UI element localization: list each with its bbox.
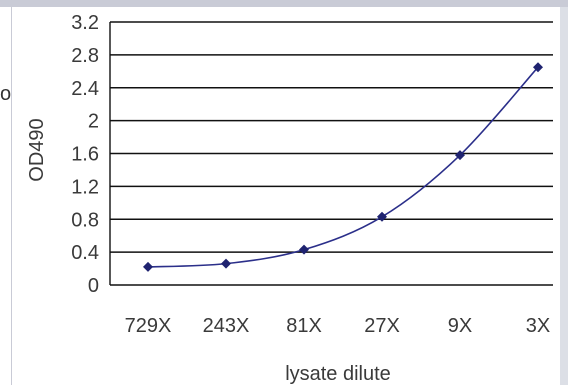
y-tick-label: 2.4	[71, 78, 99, 100]
y-tick-label: 1.6	[71, 144, 99, 166]
y-tick-label: 1.2	[71, 176, 99, 198]
y-tick-label: 0.8	[71, 209, 99, 231]
y-tick-label: 2.8	[71, 45, 99, 67]
y-axis-ticks: 0 0.4 0.8 1.2 1.6 2 2.4 2.8 3.2	[71, 12, 99, 297]
y-tick-label: 0.4	[71, 242, 99, 264]
series-line	[147, 66, 539, 268]
x-tick-label: 729X	[125, 315, 172, 337]
x-axis-ticks: 729X 243X 81X 27X 9X 3X	[125, 315, 551, 337]
data-point	[143, 261, 153, 272]
y-axis-title: OD490	[26, 118, 48, 181]
y-tick-label: 0	[88, 275, 99, 297]
gridlines	[109, 21, 553, 286]
data-point	[377, 211, 387, 222]
series	[143, 62, 543, 272]
x-tick-label: 243X	[203, 315, 250, 337]
x-axis-title: lysate dilute	[285, 363, 391, 385]
data-point	[533, 62, 543, 73]
data-point	[299, 244, 309, 255]
y-tick-label: 3.2	[71, 12, 99, 34]
data-point	[221, 258, 231, 269]
y-tick-label: 2	[88, 111, 99, 133]
data-point	[455, 150, 465, 161]
top-border	[0, 0, 568, 7]
left-border	[11, 7, 12, 385]
x-tick-label: 27X	[364, 315, 400, 337]
right-border	[560, 7, 568, 385]
x-tick-label: 3X	[526, 315, 550, 337]
x-tick-label: 9X	[448, 315, 472, 337]
stray-text: o	[0, 83, 11, 105]
x-tick-label: 81X	[286, 315, 322, 337]
